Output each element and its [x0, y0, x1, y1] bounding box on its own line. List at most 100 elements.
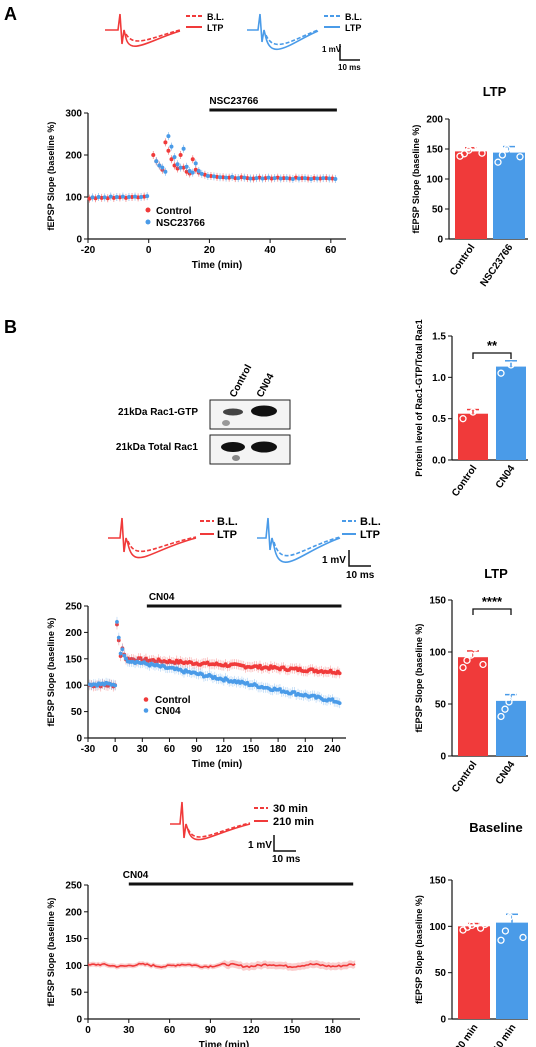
band-cn04-gtp: [251, 405, 277, 417]
data-point: [272, 176, 277, 181]
x-tick-label: 180: [324, 1025, 341, 1036]
data-point: [122, 653, 127, 658]
data-point: [118, 654, 123, 659]
chart-title: LTP: [483, 84, 507, 99]
trace-a-left-solid-label: LTP: [207, 23, 223, 33]
data-point: [242, 175, 247, 180]
data-point: [471, 644, 479, 652]
x-tick-label: NSC23766: [478, 242, 515, 289]
y-tick-label: 50: [435, 700, 447, 711]
data-point: [163, 140, 168, 145]
data-point: [481, 920, 489, 929]
data-point: [184, 169, 189, 174]
data-point: [467, 651, 475, 659]
y-tick-label: 100: [65, 681, 82, 692]
data-point: [501, 705, 509, 713]
legend-label: CN04: [155, 706, 181, 717]
y-axis-label: fEPSP Slope (baseline %): [414, 624, 424, 733]
data-point: [169, 144, 174, 149]
data-point: [114, 195, 119, 199]
trace-a-right-solid-label: LTP: [345, 23, 361, 33]
data-point: [278, 687, 282, 691]
drug-bar-label: CN04: [123, 870, 149, 881]
y-tick-label: 1.5: [432, 332, 446, 343]
x-tick-label: 60: [164, 1025, 176, 1036]
significance-bracket: [472, 352, 512, 359]
data-point: [116, 638, 121, 643]
y-tick-label: 150: [429, 596, 446, 607]
data-point: [284, 176, 289, 181]
data-point: [287, 176, 292, 181]
drug-bar-label: CN04: [149, 592, 175, 603]
data-point: [517, 357, 525, 365]
trace-a-left-dashed-label: B.L.: [207, 12, 224, 22]
data-point: [202, 172, 207, 177]
y-tick-label: 150: [429, 876, 446, 887]
data-point: [327, 176, 332, 181]
x-tick-label: 90: [205, 1025, 217, 1036]
data-point: [208, 174, 213, 178]
data-point: [115, 619, 119, 624]
data-point: [157, 163, 162, 168]
data-point: [123, 195, 128, 200]
data-point: [510, 906, 518, 914]
blot-artifact: [222, 420, 230, 426]
blot-lane-control: Control: [228, 363, 255, 400]
data-point: [227, 175, 232, 180]
x-tick-label: 40: [265, 245, 277, 256]
data-point: [178, 153, 183, 157]
blot-membrane-rac1-gtp: [209, 399, 291, 430]
data-point: [236, 176, 241, 181]
y-tick-label: 0.0: [432, 456, 446, 467]
x-tick-label: Control: [450, 759, 480, 795]
chart-b-protein-bar: 0.0 0.5 1.0 1.5 Protein level of Rac1-GTP/To…: [414, 319, 528, 499]
significance-bracket: [472, 608, 512, 615]
chart-a-ltp-bar: LTP 0 50 100 150 200 fEPSP Slope (baseline %) C…: [411, 84, 528, 289]
legend-marker: [143, 697, 149, 702]
panel-label-a: A: [4, 4, 17, 24]
data-point: [468, 921, 476, 930]
western-blot: Control CN04 21kDa Rac1-GTP 21kDa Total …: [116, 363, 291, 465]
x-tick-label: 120: [243, 1025, 260, 1036]
data-point: [239, 175, 244, 180]
data-point: [117, 195, 122, 200]
data-point: [245, 176, 250, 181]
data-point: [193, 161, 198, 166]
data-point: [321, 176, 326, 181]
data-point: [460, 150, 469, 158]
data-point: [230, 174, 235, 179]
legend-marker: [145, 219, 151, 225]
chart-c-baseline-bar: Baseline 0 50 100 150 fEPSP Slope (baseline %…: [414, 820, 528, 1047]
data-point: [120, 647, 125, 652]
data-point: [266, 175, 271, 180]
data-point: [337, 671, 342, 676]
bar: [496, 922, 528, 1019]
y-axis-label: fEPSP Slope (baseline %): [46, 122, 56, 231]
data-point: [130, 195, 135, 199]
data-point: [126, 195, 131, 199]
data-point: [133, 194, 138, 199]
x-tick-label: 20: [204, 245, 216, 256]
data-point: [90, 195, 95, 200]
y-tick-label: 200: [65, 151, 82, 162]
data-point: [205, 174, 210, 178]
data-point: [507, 138, 515, 146]
scale-bar-b-time: 10 ms: [346, 570, 375, 581]
data-point: [215, 174, 220, 179]
scale-bar-a-amp: 1 mV: [322, 45, 342, 54]
series-line: [87, 962, 356, 969]
scale-bar-c-amp: 1 mV: [248, 840, 272, 851]
data-point: [463, 656, 471, 664]
x-tick-label: -30: [81, 744, 96, 755]
x-tick-label: 0: [85, 1025, 91, 1036]
y-tick-label: 250: [65, 602, 82, 613]
data-point: [290, 176, 295, 181]
data-point: [459, 415, 467, 423]
data-point: [181, 146, 186, 151]
x-tick-label: 90: [191, 744, 203, 755]
trace-b-left-solid-label: LTP: [217, 529, 237, 541]
x-tick-label: 60: [164, 744, 176, 755]
chart-b-time-course: -30 0 30 60 90 120 150 180 210 240050100150200250…: [46, 592, 346, 770]
data-point: [166, 134, 171, 139]
y-tick-label: 100: [65, 961, 82, 972]
